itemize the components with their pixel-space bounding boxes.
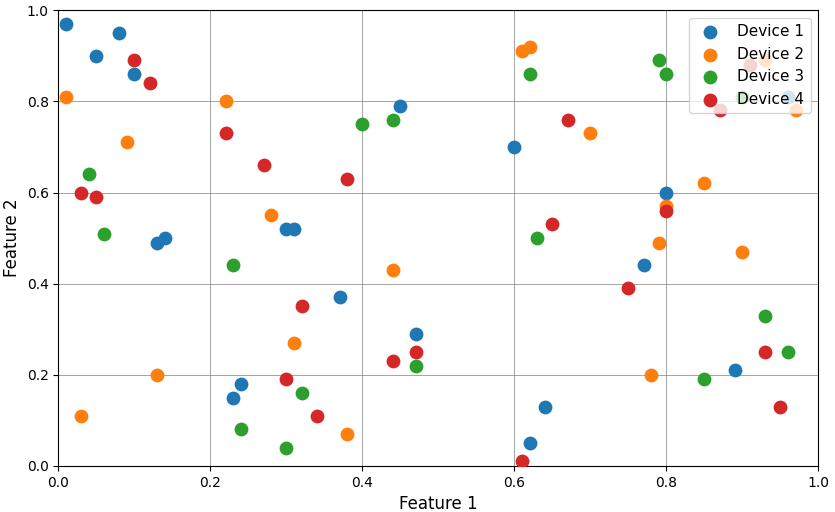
Device 4: [128, 56, 141, 65]
Legend: Device 1, Device 2, Device 3, Device 4: Device 1, Device 2, Device 3, Device 4: [689, 18, 811, 113]
Device 4: [219, 129, 232, 137]
Device 4: [743, 61, 757, 69]
Device 4: [713, 106, 726, 115]
Device 1: [234, 380, 247, 388]
Device 3: [82, 170, 95, 178]
Device 3: [409, 361, 423, 370]
Device 3: [98, 229, 111, 238]
Device 2: [789, 106, 802, 115]
Device 3: [736, 93, 749, 101]
Device 1: [59, 20, 73, 28]
Device 1: [113, 29, 126, 37]
Device 2: [287, 339, 301, 347]
Device 2: [698, 179, 711, 187]
Device 4: [561, 116, 574, 124]
Device 1: [280, 225, 293, 233]
Device 1: [523, 439, 536, 447]
Device 3: [226, 261, 240, 269]
Device 1: [660, 188, 673, 197]
Device 2: [219, 97, 232, 105]
Device 1: [158, 234, 171, 242]
Device 2: [523, 42, 536, 51]
Device 1: [393, 102, 407, 110]
Device 1: [728, 366, 741, 374]
Device 2: [584, 129, 597, 137]
Device 3: [652, 56, 665, 65]
Device 4: [386, 357, 399, 365]
Device 4: [295, 302, 308, 310]
Device 2: [736, 248, 749, 256]
Device 2: [341, 430, 354, 438]
Device 3: [782, 348, 795, 356]
Device 4: [758, 348, 772, 356]
Device 3: [386, 116, 399, 124]
Device 4: [143, 79, 156, 87]
Device 4: [515, 457, 529, 465]
Device 3: [530, 234, 544, 242]
Device 2: [59, 93, 73, 101]
Device 3: [660, 70, 673, 78]
Device 4: [280, 375, 293, 383]
Device 3: [356, 120, 369, 129]
Device 1: [333, 293, 347, 302]
Device 3: [295, 389, 308, 397]
Device 4: [310, 412, 323, 420]
Device 4: [409, 348, 423, 356]
Device 2: [386, 266, 399, 274]
Device 1: [538, 402, 551, 411]
Device 2: [265, 211, 278, 219]
Device 2: [645, 371, 658, 379]
Device 3: [523, 70, 536, 78]
Device 4: [773, 402, 787, 411]
Device 2: [660, 202, 673, 210]
Device 4: [74, 188, 88, 197]
Device 2: [758, 56, 772, 65]
Device 2: [74, 412, 88, 420]
Device 4: [546, 220, 559, 228]
Device 1: [782, 93, 795, 101]
Device 2: [515, 47, 529, 55]
Device 3: [280, 443, 293, 452]
Device 3: [698, 375, 711, 383]
Device 1: [150, 239, 164, 247]
Device 1: [128, 70, 141, 78]
Device 2: [150, 371, 164, 379]
Device 3: [758, 311, 772, 319]
Device 1: [508, 143, 521, 151]
Device 1: [409, 330, 423, 338]
Device 4: [341, 175, 354, 183]
Device 1: [226, 393, 240, 401]
Device 4: [257, 161, 271, 169]
X-axis label: Feature 1: Feature 1: [399, 495, 478, 512]
Device 4: [89, 193, 104, 201]
Device 2: [120, 138, 134, 146]
Device 1: [287, 225, 301, 233]
Device 4: [660, 207, 673, 215]
Device 1: [637, 261, 650, 269]
Device 4: [621, 284, 635, 292]
Y-axis label: Feature 2: Feature 2: [3, 199, 21, 278]
Device 1: [89, 52, 104, 60]
Device 2: [652, 239, 665, 247]
Device 3: [234, 425, 247, 434]
